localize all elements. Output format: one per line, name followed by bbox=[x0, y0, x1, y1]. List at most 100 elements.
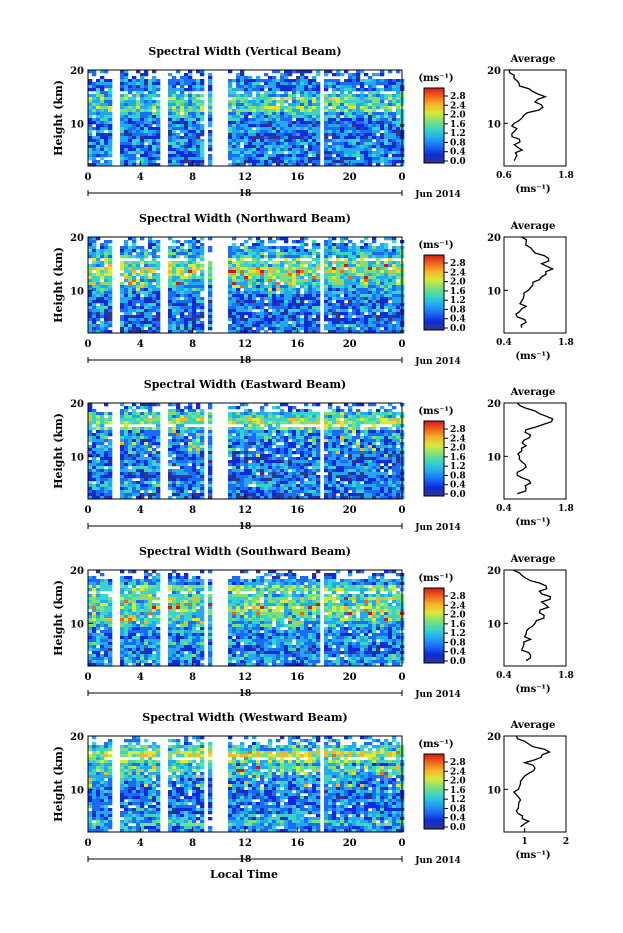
heatmap-cell bbox=[344, 303, 348, 306]
heatmap-cell bbox=[316, 106, 320, 109]
heatmap-cell bbox=[172, 103, 176, 106]
heatmap-cell bbox=[272, 430, 276, 433]
heatmap-cell bbox=[144, 442, 148, 445]
heatmap-cell bbox=[196, 279, 200, 282]
heatmap-cell bbox=[372, 91, 376, 94]
heatmap-cell bbox=[144, 124, 148, 127]
heatmap-cell bbox=[312, 279, 316, 282]
heatmap-cell bbox=[108, 273, 112, 276]
heatmap-cell bbox=[256, 142, 260, 145]
heatmap-cell bbox=[192, 124, 196, 127]
heatmap-cell bbox=[324, 246, 328, 249]
heatmap-cell bbox=[108, 252, 112, 255]
heatmap-cell bbox=[356, 285, 360, 288]
heatmap-cell bbox=[232, 421, 236, 424]
heatmap-cell bbox=[136, 294, 140, 297]
heatmap-cell bbox=[156, 94, 160, 97]
heatmap-cell bbox=[336, 306, 340, 309]
heatmap-cell bbox=[260, 118, 264, 121]
heatmap-cell bbox=[140, 127, 144, 130]
heatmap-cell bbox=[140, 433, 144, 436]
heatmap-cell bbox=[168, 85, 172, 88]
heatmap-cell bbox=[288, 79, 292, 82]
heatmap-cell bbox=[308, 288, 312, 291]
heatmap-cell bbox=[336, 451, 340, 454]
heatmap-cell bbox=[312, 270, 316, 273]
heatmap-cell bbox=[276, 282, 280, 285]
heatmap-cell bbox=[96, 258, 100, 261]
heatmap-cell bbox=[368, 430, 372, 433]
heatmap-cell bbox=[148, 321, 152, 324]
heatmap-cell bbox=[268, 249, 272, 252]
heatmap-cell bbox=[176, 303, 180, 306]
heatmap-cell bbox=[180, 273, 184, 276]
heatmap-cell bbox=[364, 415, 368, 418]
heatmap-cell bbox=[192, 409, 196, 412]
heatmap-cell bbox=[280, 285, 284, 288]
heatmap-cell bbox=[152, 267, 156, 270]
heatmap-cell bbox=[100, 267, 104, 270]
heatmap-cell bbox=[200, 427, 204, 430]
heatmap-cell bbox=[96, 430, 100, 433]
heatmap-cell bbox=[100, 324, 104, 327]
heatmap-cell bbox=[124, 312, 128, 315]
heatmap-cell bbox=[248, 249, 252, 252]
heatmap-cell bbox=[308, 94, 312, 97]
heatmap-cell bbox=[312, 112, 316, 115]
heatmap-cell bbox=[128, 136, 132, 139]
heatmap-cell bbox=[292, 139, 296, 142]
heatmap-cell bbox=[244, 442, 248, 445]
heatmap-cell bbox=[236, 142, 240, 145]
heatmap-cell bbox=[120, 415, 124, 418]
heatmap-cell bbox=[176, 82, 180, 85]
heatmap-cell bbox=[296, 418, 300, 421]
heatmap-cell bbox=[336, 160, 340, 163]
heatmap-cell bbox=[100, 76, 104, 79]
heatmap-cell bbox=[184, 297, 188, 300]
heatmap-cell bbox=[208, 133, 212, 136]
heatmap-cell bbox=[384, 267, 388, 270]
heatmap-cell bbox=[240, 306, 244, 309]
heatmap-cell bbox=[356, 451, 360, 454]
heatmap-cell bbox=[312, 264, 316, 267]
heatmap-cell bbox=[348, 240, 352, 243]
heatmap-cell bbox=[260, 115, 264, 118]
heatmap-cell bbox=[248, 430, 252, 433]
heatmap-cell bbox=[292, 324, 296, 327]
heatmap-cell bbox=[368, 439, 372, 442]
heatmap-cell bbox=[324, 79, 328, 82]
heatmap-cell bbox=[152, 91, 156, 94]
heatmap-cell bbox=[256, 148, 260, 151]
heatmap-cell bbox=[248, 309, 252, 312]
heatmap-cell bbox=[280, 315, 284, 318]
heatmap-cell bbox=[360, 267, 364, 270]
heatmap-cell bbox=[268, 100, 272, 103]
heatmap-cell bbox=[88, 112, 92, 115]
heatmap-cell bbox=[256, 327, 260, 330]
heatmap-cell bbox=[192, 157, 196, 160]
heatmap-cell bbox=[140, 451, 144, 454]
heatmap-cell bbox=[372, 315, 376, 318]
heatmap-cell bbox=[328, 288, 332, 291]
heatmap-cell bbox=[236, 88, 240, 91]
heatmap-cell bbox=[168, 261, 172, 264]
heatmap-cell bbox=[324, 160, 328, 163]
heatmap-cell bbox=[88, 409, 92, 412]
heatmap-cell bbox=[236, 121, 240, 124]
heatmap-cell bbox=[280, 151, 284, 154]
heatmap-cell bbox=[280, 85, 284, 88]
heatmap-cell bbox=[360, 142, 364, 145]
heatmap-cell bbox=[96, 282, 100, 285]
heatmap-cell bbox=[108, 276, 112, 279]
heatmap-cell bbox=[120, 73, 124, 76]
heatmap-cell bbox=[356, 249, 360, 252]
heatmap-cell bbox=[184, 291, 188, 294]
heatmap-cell bbox=[296, 279, 300, 282]
heatmap-cell bbox=[172, 285, 176, 288]
heatmap-cell bbox=[128, 249, 132, 252]
heatmap-cell bbox=[196, 297, 200, 300]
heatmap-cell bbox=[256, 315, 260, 318]
heatmap-cell bbox=[268, 121, 272, 124]
heatmap-cell bbox=[172, 421, 176, 424]
heatmap-cell bbox=[124, 309, 128, 312]
